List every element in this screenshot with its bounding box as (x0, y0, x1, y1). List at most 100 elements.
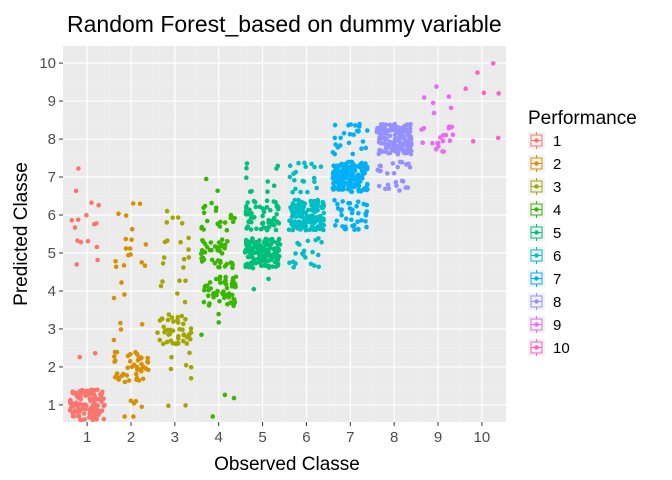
data-point (348, 159, 354, 165)
data-point (275, 257, 281, 262)
data-point (224, 261, 229, 267)
data-point (206, 287, 211, 293)
data-point (300, 251, 305, 256)
data-point (316, 216, 322, 222)
data-point (404, 122, 410, 127)
legend-label: 4 (553, 202, 561, 219)
data-point (448, 105, 454, 111)
data-point (229, 281, 235, 287)
data-point (139, 260, 144, 265)
data-point (75, 410, 80, 415)
data-point (127, 359, 133, 364)
data-point (358, 161, 364, 167)
data-point (94, 403, 100, 409)
data-point (273, 200, 278, 205)
data-point (336, 187, 342, 192)
data-point (273, 227, 279, 233)
legend-label: 8 (553, 294, 561, 311)
data-point (440, 138, 446, 144)
data-point (139, 362, 144, 367)
data-point (292, 197, 298, 203)
legend-label: 1 (553, 133, 561, 150)
data-point (359, 218, 364, 223)
data-point (218, 219, 223, 225)
data-point (352, 123, 358, 128)
data-point (264, 225, 269, 231)
data-point (175, 215, 181, 220)
data-point (296, 198, 301, 204)
data-point (356, 179, 362, 185)
data-point (298, 227, 303, 232)
data-point (89, 200, 94, 205)
data-point (198, 251, 204, 257)
data-point (160, 341, 166, 347)
data-point (292, 178, 297, 183)
data-point (131, 401, 137, 406)
data-point (91, 413, 96, 419)
data-point (267, 237, 273, 242)
data-point (364, 187, 369, 193)
data-point (332, 135, 338, 141)
data-point (335, 201, 340, 207)
data-point (175, 314, 181, 320)
data-point (213, 276, 219, 282)
data-point (274, 204, 280, 210)
data-point (351, 184, 357, 189)
data-point (255, 256, 261, 262)
data-point (222, 246, 227, 251)
x-tick-label: 10 (474, 429, 491, 446)
data-point (346, 123, 351, 128)
data-point (78, 394, 83, 399)
data-point (204, 244, 210, 250)
data-point (481, 90, 487, 96)
legend-item: 8 (528, 293, 561, 311)
data-point (199, 332, 204, 338)
data-point (179, 221, 185, 226)
data-point (122, 292, 127, 297)
data-point (349, 217, 354, 222)
data-point (291, 204, 297, 209)
data-point (182, 299, 188, 305)
data-point (224, 285, 230, 291)
data-point (320, 199, 326, 205)
data-point (169, 315, 175, 320)
data-point (207, 280, 213, 285)
data-point (245, 261, 250, 267)
data-point (134, 377, 139, 383)
data-point (166, 332, 171, 337)
legend-item: 10 (528, 339, 570, 357)
data-point (330, 150, 336, 155)
data-point (95, 257, 100, 263)
data-point (463, 86, 469, 91)
data-point (340, 182, 345, 187)
data-point (383, 186, 388, 192)
data-point (296, 160, 301, 166)
data-point (408, 151, 414, 157)
data-point (306, 207, 311, 213)
data-point (228, 260, 233, 266)
data-point (183, 403, 188, 408)
data-point (312, 263, 317, 268)
data-point (181, 321, 186, 327)
y-tick-label: 1 (48, 397, 56, 414)
data-point (430, 100, 436, 106)
data-point (363, 213, 369, 218)
data-point (217, 264, 222, 270)
data-point (134, 371, 139, 377)
data-point (287, 174, 293, 180)
data-point (340, 199, 346, 204)
data-point (390, 147, 395, 153)
data-point (181, 338, 186, 344)
legend-key-point (534, 184, 539, 189)
data-point (319, 240, 324, 245)
data-point (202, 287, 207, 293)
data-point (436, 144, 441, 149)
data-point (120, 371, 126, 377)
data-point (127, 246, 133, 251)
data-point (85, 392, 91, 398)
legend-label: 7 (553, 271, 561, 288)
legend-label: 9 (553, 317, 561, 334)
data-point (333, 164, 339, 169)
data-point (133, 350, 138, 355)
data-point (300, 178, 306, 184)
